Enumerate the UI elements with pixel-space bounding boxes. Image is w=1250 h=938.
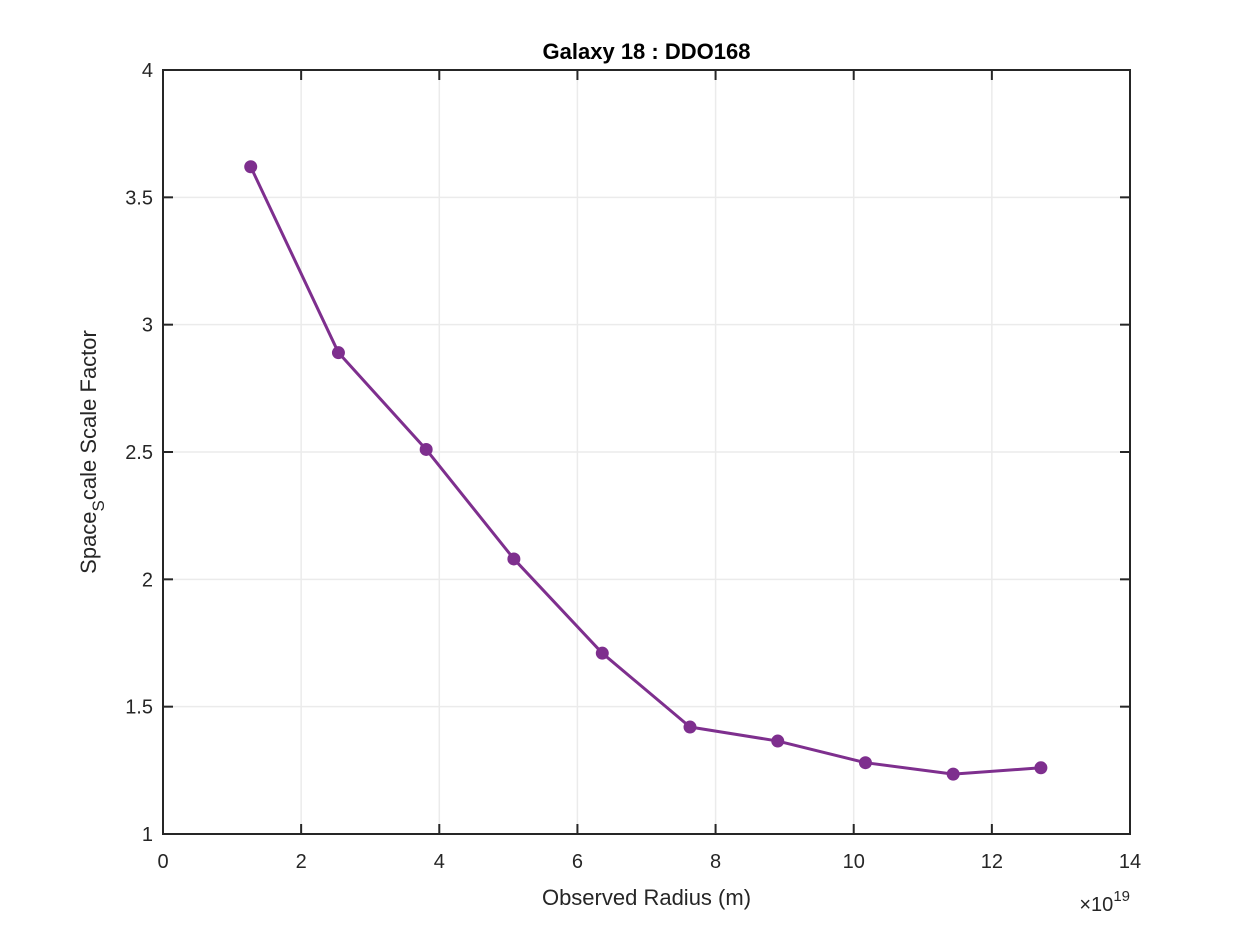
x-exponent-label: ×1019 — [1079, 888, 1130, 916]
y-axis-label-rest: cale Scale Factor — [76, 330, 101, 500]
chart-title: Galaxy 18 : DDO168 — [543, 39, 751, 64]
x-tick-label: 14 — [1119, 851, 1141, 873]
data-point — [771, 734, 785, 748]
data-point — [946, 767, 960, 781]
y-tick-label: 2 — [142, 569, 153, 591]
grid — [163, 70, 1130, 834]
y-tick-label: 3 — [142, 315, 153, 337]
data-point — [858, 756, 872, 770]
tick-labels: 0 2 4 6 8 10 12 14 1 1.5 2 2.5 3 3.5 4 — [125, 60, 1141, 873]
y-tick-label: 3.5 — [125, 187, 153, 209]
y-axis-label-main: Space — [76, 511, 101, 573]
y-axis-label-subscript: S — [89, 500, 108, 511]
x-tick-label: 6 — [572, 851, 583, 873]
x-exponent-power: 19 — [1113, 888, 1130, 905]
data-point — [331, 346, 345, 360]
series-line — [249, 166, 1042, 776]
x-axis-label: Observed Radius (m) — [542, 885, 751, 910]
x-tick-label: 8 — [710, 851, 721, 873]
data-point — [1034, 761, 1048, 775]
data-point — [683, 720, 697, 734]
data-point — [507, 552, 521, 566]
data-point — [419, 442, 433, 456]
y-tick-label: 2.5 — [125, 442, 153, 464]
data-point — [244, 160, 258, 174]
x-tick-label: 0 — [157, 851, 168, 873]
x-tick-label: 12 — [981, 851, 1003, 873]
x-tick-label: 4 — [434, 851, 445, 873]
data-point — [595, 646, 609, 660]
y-tick-label: 4 — [142, 60, 153, 82]
x-tick-label: 2 — [296, 851, 307, 873]
y-tick-label: 1 — [142, 824, 153, 846]
data-series — [244, 160, 1048, 781]
y-axis-label: SpaceScale Scale Factor — [76, 330, 108, 574]
y-tick-label: 1.5 — [125, 697, 153, 719]
x-tick-label: 10 — [843, 851, 865, 873]
ticks — [162, 69, 1131, 835]
x-exponent-base: ×10 — [1079, 894, 1113, 916]
